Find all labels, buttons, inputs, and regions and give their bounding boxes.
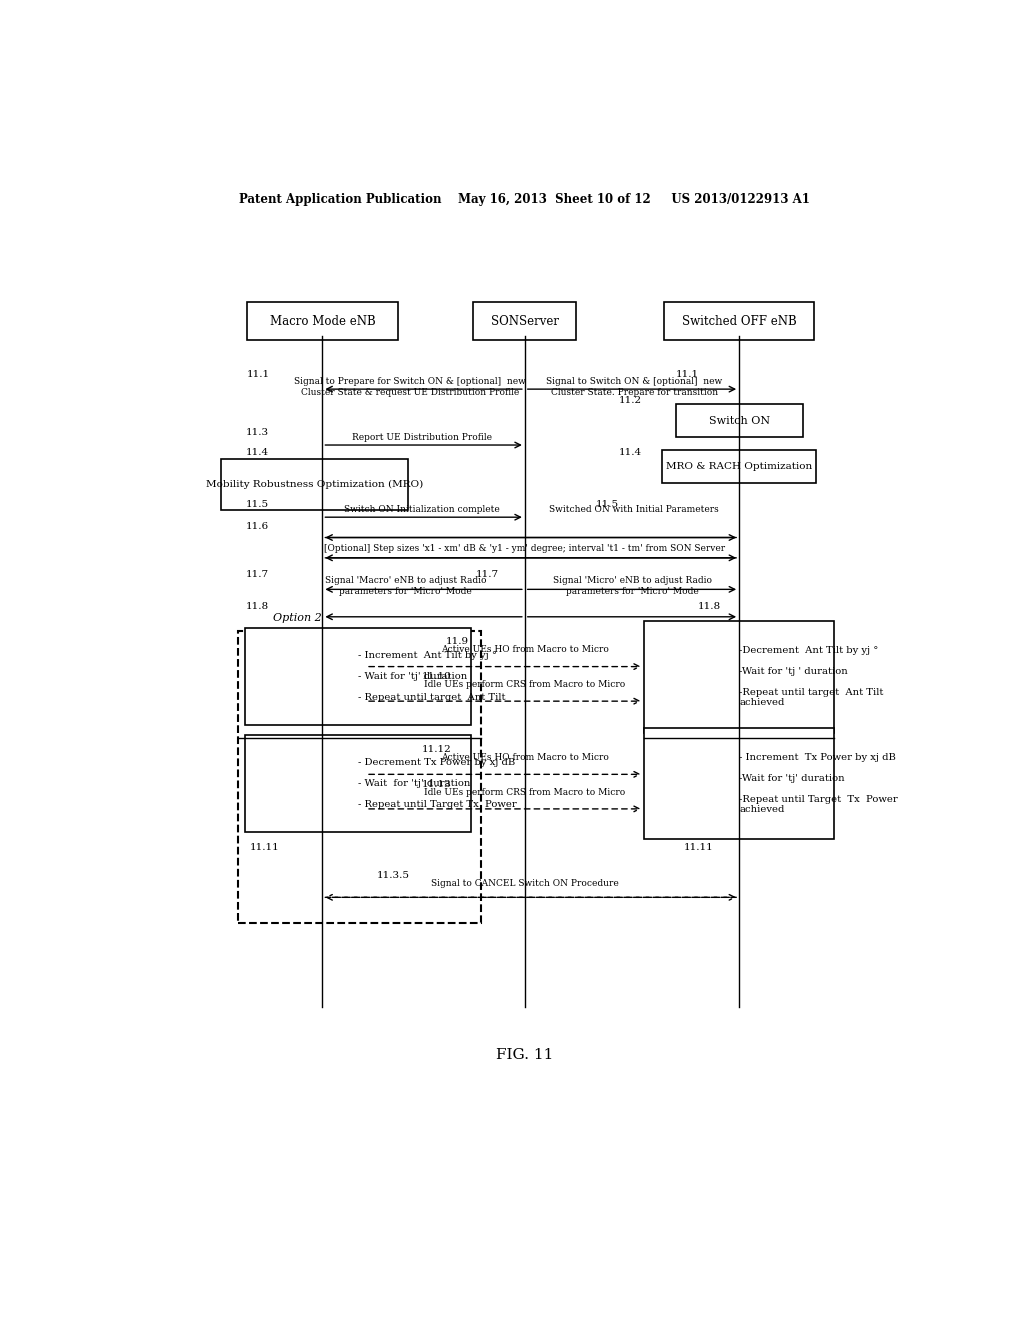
Text: 11.9: 11.9 xyxy=(445,638,469,647)
FancyBboxPatch shape xyxy=(662,450,816,483)
Text: 11.4: 11.4 xyxy=(618,449,642,457)
Text: 11.10: 11.10 xyxy=(422,672,452,681)
Text: Idle UEs perform CRS from Macro to Micro: Idle UEs perform CRS from Macro to Micro xyxy=(424,788,626,797)
Text: parameters for 'Micro' Mode: parameters for 'Micro' Mode xyxy=(339,587,472,597)
FancyBboxPatch shape xyxy=(221,459,408,510)
Text: MRO & RACH Optimization: MRO & RACH Optimization xyxy=(666,462,812,471)
Text: Signal to Prepare for Switch ON & [optional]  new: Signal to Prepare for Switch ON & [optio… xyxy=(294,378,525,385)
Text: 11.8: 11.8 xyxy=(246,602,268,611)
Text: Active UEs HO from Macro to Micro: Active UEs HO from Macro to Micro xyxy=(441,645,608,655)
Text: - Increment  Tx Power by xj dB

-Wait for 'tj' duration

-Repeat until Target  T: - Increment Tx Power by xj dB -Wait for … xyxy=(739,752,898,814)
Text: FIG. 11: FIG. 11 xyxy=(496,1048,554,1061)
FancyBboxPatch shape xyxy=(245,628,471,725)
Text: Macro Mode eNB: Macro Mode eNB xyxy=(269,314,376,327)
Text: 11.7: 11.7 xyxy=(246,570,268,579)
Text: Cluster State & request UE Distribution Profile: Cluster State & request UE Distribution … xyxy=(301,388,519,397)
Text: 11.12: 11.12 xyxy=(422,744,452,754)
FancyBboxPatch shape xyxy=(664,302,814,341)
Text: 11.13: 11.13 xyxy=(422,780,452,788)
FancyBboxPatch shape xyxy=(247,302,397,341)
FancyBboxPatch shape xyxy=(473,302,577,341)
Text: 11.7: 11.7 xyxy=(475,570,499,579)
Text: 11.5: 11.5 xyxy=(596,500,620,510)
Text: Signal to CANCEL Switch ON Procedure: Signal to CANCEL Switch ON Procedure xyxy=(431,879,618,888)
Text: 11.4: 11.4 xyxy=(246,449,268,457)
Text: Cluster State. Prepare for transition: Cluster State. Prepare for transition xyxy=(551,388,718,397)
Text: 11.3: 11.3 xyxy=(246,428,268,437)
Text: - Increment  Ant Tilt by yj °

- Wait for 'tj' duration

- Repeat until target  : - Increment Ant Tilt by yj ° - Wait for … xyxy=(358,652,506,702)
Text: 11.2: 11.2 xyxy=(618,396,642,405)
Text: Switch ON: Switch ON xyxy=(709,416,770,425)
Text: -Decrement  Ant Tilt by yj °

-Wait for 'tj ' duration

-Repeat until target  An: -Decrement Ant Tilt by yj ° -Wait for 't… xyxy=(739,647,884,708)
Text: - Decrement Tx Power by xj dB

- Wait  for 'tj' duration

- Repeat until Target : - Decrement Tx Power by xj dB - Wait for… xyxy=(358,758,517,809)
Text: 11.11: 11.11 xyxy=(684,842,714,851)
Text: 11.8: 11.8 xyxy=(697,602,721,611)
Text: [Optional] Step sizes 'x1 - xm' dB & 'y1 - ym' degree; interval 't1 - tm' from S: [Optional] Step sizes 'x1 - xm' dB & 'y1… xyxy=(325,544,725,553)
FancyBboxPatch shape xyxy=(676,404,803,437)
Text: 11.6: 11.6 xyxy=(246,523,268,532)
Text: 11.5: 11.5 xyxy=(246,500,268,510)
Text: parameters for 'Micro' Mode: parameters for 'Micro' Mode xyxy=(566,587,699,597)
Text: Signal 'Macro' eNB to adjust Radio: Signal 'Macro' eNB to adjust Radio xyxy=(325,577,486,585)
Text: Switch ON Initialization complete: Switch ON Initialization complete xyxy=(344,506,500,515)
Text: Signal 'Micro' eNB to adjust Radio: Signal 'Micro' eNB to adjust Radio xyxy=(553,577,713,585)
Text: Option 2: Option 2 xyxy=(273,612,322,623)
Text: 11.1: 11.1 xyxy=(247,370,270,379)
Text: SONServer: SONServer xyxy=(490,314,559,327)
Text: 11.3.5: 11.3.5 xyxy=(377,871,410,880)
FancyBboxPatch shape xyxy=(644,620,835,733)
Text: Mobility Robustness Optimization (MRO): Mobility Robustness Optimization (MRO) xyxy=(206,480,423,490)
FancyBboxPatch shape xyxy=(644,727,835,840)
Text: 11.11: 11.11 xyxy=(250,842,280,851)
Text: Switched OFF eNB: Switched OFF eNB xyxy=(682,314,797,327)
Text: Report UE Distribution Profile: Report UE Distribution Profile xyxy=(351,433,492,442)
Text: Patent Application Publication    May 16, 2013  Sheet 10 of 12     US 2013/01229: Patent Application Publication May 16, 2… xyxy=(240,193,810,206)
Text: Idle UEs perform CRS from Macro to Micro: Idle UEs perform CRS from Macro to Micro xyxy=(424,680,626,689)
Text: Switched ON with Initial Parameters: Switched ON with Initial Parameters xyxy=(550,506,719,515)
Text: Active UEs HO from Macro to Micro: Active UEs HO from Macro to Micro xyxy=(441,754,608,762)
Text: 11.1: 11.1 xyxy=(676,370,698,379)
Text: Signal to Switch ON & [optional]  new: Signal to Switch ON & [optional] new xyxy=(546,378,723,385)
FancyBboxPatch shape xyxy=(245,735,471,832)
